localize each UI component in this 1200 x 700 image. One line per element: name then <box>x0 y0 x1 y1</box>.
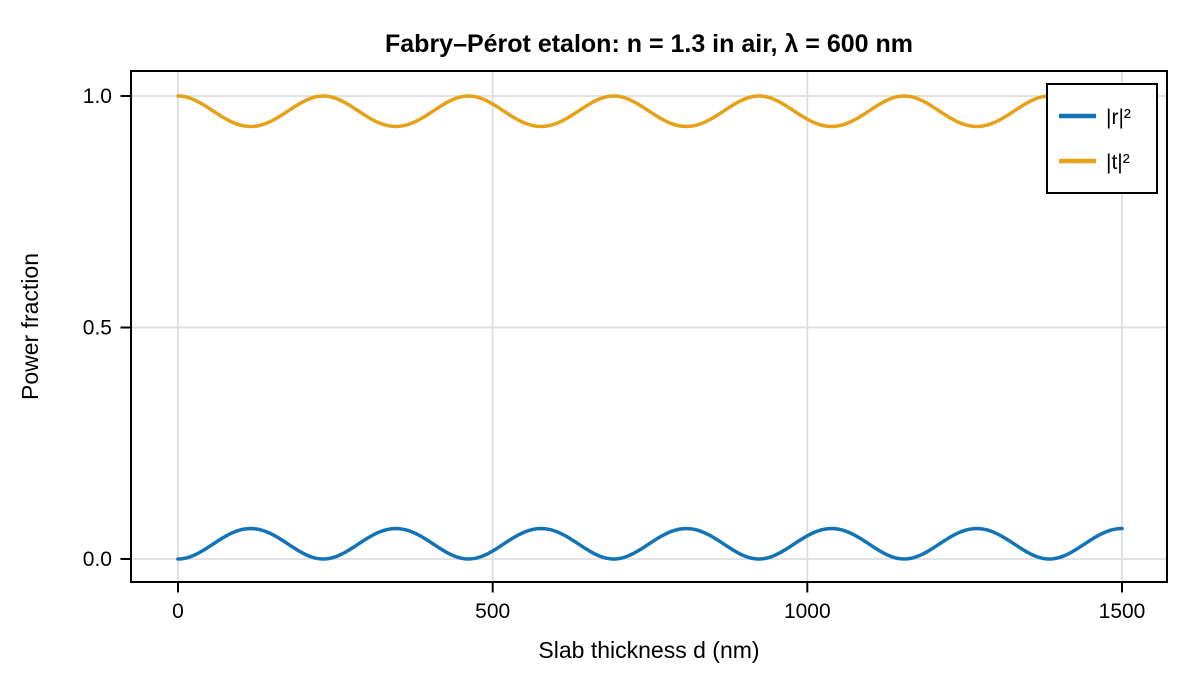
legend: |r|² |t|² <box>1046 83 1158 194</box>
x-tick-label-1500: 1500 <box>1099 600 1146 623</box>
x-tick-label-0: 0 <box>172 600 184 623</box>
y-tick-label-0.5: 0.5 <box>83 317 112 340</box>
curve-r-squared <box>176 526 1124 561</box>
x-axis-label: Slab thickness d (nm) <box>538 637 759 663</box>
x-tick-label-1000: 1000 <box>784 600 831 623</box>
chart-title: Fabry–Pérot etalon: n = 1.3 in air, λ = … <box>385 30 913 58</box>
x-tick-label-500: 500 <box>475 600 510 623</box>
y-tick-labels: 0.0 0.5 1.0 <box>83 85 112 571</box>
x-tick-labels: 0 500 1000 1500 <box>172 600 1145 623</box>
legend-label-t-squared: |t|² <box>1106 151 1130 174</box>
curves <box>176 94 1124 561</box>
legend-box <box>1046 83 1158 194</box>
tick-marks <box>120 95 1123 593</box>
y-axis-label: Power fraction <box>17 253 43 400</box>
legend-label-r-squared: |r|² <box>1106 106 1131 129</box>
y-tick-label-0.0: 0.0 <box>83 548 112 571</box>
curve-t-squared <box>176 94 1124 129</box>
y-tick-label-1.0: 1.0 <box>83 85 112 108</box>
